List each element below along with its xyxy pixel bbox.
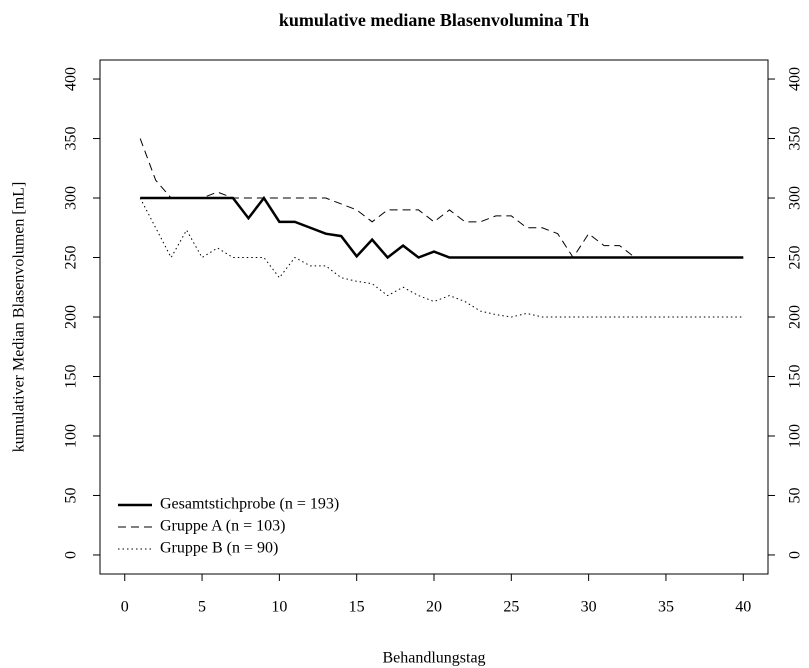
y-tick-label: 200 bbox=[63, 305, 80, 329]
y2-tick-label: 100 bbox=[787, 424, 804, 448]
x-tick-label: 40 bbox=[735, 599, 751, 616]
x-tick-label: 10 bbox=[271, 599, 287, 616]
chart-title: kumulative mediane Blasenvolumina Th bbox=[279, 10, 589, 30]
x-tick-label: 5 bbox=[198, 599, 206, 616]
legend-label: Gruppe B (n = 90) bbox=[160, 540, 278, 557]
y-tick-label: 100 bbox=[63, 424, 80, 448]
y2-tick-label: 300 bbox=[787, 186, 804, 210]
x-tick-label: 20 bbox=[426, 599, 442, 616]
y2-tick-label: 0 bbox=[787, 551, 804, 559]
y2-tick-label: 150 bbox=[787, 364, 804, 388]
x-tick-label: 0 bbox=[121, 599, 129, 616]
y2-tick-label: 50 bbox=[787, 487, 804, 503]
y-tick-label: 50 bbox=[63, 487, 80, 503]
y-tick-label: 0 bbox=[63, 551, 80, 559]
x-axis-label: Behandlungstag bbox=[382, 650, 485, 667]
y-tick-label: 300 bbox=[63, 186, 80, 210]
x-tick-label: 25 bbox=[503, 599, 519, 616]
series-line bbox=[140, 195, 744, 260]
y2-tick-label: 250 bbox=[787, 246, 804, 270]
y-tick-label: 400 bbox=[63, 67, 80, 91]
x-tick-label: 30 bbox=[581, 599, 597, 616]
y2-tick-label: 400 bbox=[787, 67, 804, 91]
x-tick-label: 35 bbox=[658, 599, 674, 616]
series-line bbox=[139, 138, 744, 259]
y2-tick-label: 200 bbox=[787, 305, 804, 329]
x-tick-label: 15 bbox=[349, 599, 365, 616]
legend-label: Gesamtstichprobe (n = 193) bbox=[160, 496, 339, 513]
y-tick-label: 250 bbox=[63, 246, 80, 270]
y-axis-label: kumulativer Median Blasenvolumen [mL] bbox=[11, 182, 28, 453]
y2-tick-label: 350 bbox=[787, 127, 804, 151]
y-tick-label: 350 bbox=[63, 127, 80, 151]
legend-label: Gruppe A (n = 103) bbox=[160, 518, 285, 535]
y-tick-label: 150 bbox=[63, 364, 80, 388]
